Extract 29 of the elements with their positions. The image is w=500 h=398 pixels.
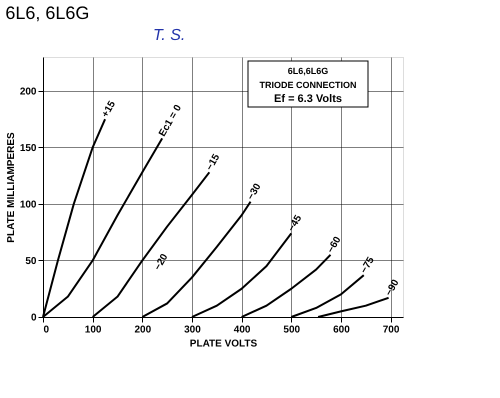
annotation: TRIODE CONNECTION (259, 80, 357, 90)
text: +15 (100, 98, 118, 120)
text: −30 (245, 181, 264, 202)
x-tick-label: 700 (382, 324, 400, 336)
y-tick-label: 150 (20, 142, 37, 154)
x-tick-label: 400 (234, 324, 251, 336)
text: −75 (358, 254, 377, 276)
x-tick-label: 300 (184, 324, 202, 336)
x-tick-label: 600 (333, 324, 350, 336)
x-tick-label: 500 (283, 324, 301, 336)
annotation: Ef = 6.3 Volts (274, 93, 342, 105)
text: Ec1 = 0 (157, 102, 184, 139)
y-tick-label: 0 (30, 312, 37, 324)
x-tick-label: 0 (44, 324, 50, 336)
text: T. S. (153, 27, 186, 44)
annotation: 6L6,6L6G (288, 66, 328, 76)
x-tick-label: 100 (84, 324, 102, 336)
y-axis-title: PLATE MILLIAMPERES (6, 132, 17, 243)
chart-title: 6L6, 6L6G (5, 3, 90, 23)
y-tick-label: 50 (25, 256, 37, 267)
y-tick-label: 200 (20, 86, 37, 98)
text: −15 (204, 152, 223, 173)
y-tick-label: 100 (20, 199, 37, 210)
text: −60 (325, 234, 344, 256)
x-tick-label: 200 (134, 324, 152, 336)
text: −90 (384, 277, 402, 298)
text: −45 (286, 213, 304, 234)
x-axis-title: PLATE VOLTS (190, 338, 258, 350)
annotation: −20 (152, 252, 171, 272)
